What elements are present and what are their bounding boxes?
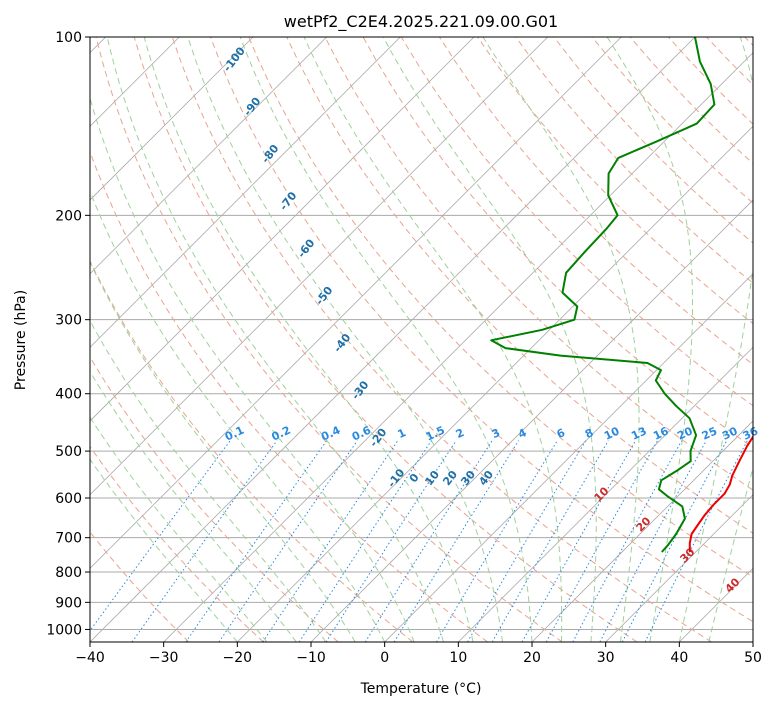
y-tick-label: 600	[55, 491, 82, 507]
x-tick-label: 0	[380, 650, 389, 666]
x-tick-label: −20	[223, 650, 253, 666]
y-tick-label: 500	[55, 444, 82, 460]
x-tick-label: −10	[296, 650, 326, 666]
x-axis-title: Temperature (°C)	[360, 681, 482, 697]
x-tick-label: 50	[744, 650, 762, 666]
x-tick-label: 40	[670, 650, 688, 666]
y-tick-label: 700	[55, 531, 82, 547]
x-tick-label: −30	[149, 650, 179, 666]
y-tick-label: 100	[55, 30, 82, 46]
y-tick-label: 300	[55, 313, 82, 329]
x-tick-label: 30	[597, 650, 615, 666]
y-tick-label: 200	[55, 208, 82, 224]
x-tick-label: 10	[449, 650, 467, 666]
y-tick-label: 1000	[46, 622, 82, 638]
x-tick-label: 20	[523, 650, 541, 666]
x-tick-label: −40	[75, 650, 105, 666]
chart-title: wetPf2_C2E4.2025.221.09.00.G01	[284, 12, 558, 32]
y-tick-label: 800	[55, 565, 82, 581]
y-axis-title: Pressure (hPa)	[13, 290, 29, 390]
y-tick-label: 400	[55, 387, 82, 403]
y-tick-label: 900	[55, 595, 82, 611]
